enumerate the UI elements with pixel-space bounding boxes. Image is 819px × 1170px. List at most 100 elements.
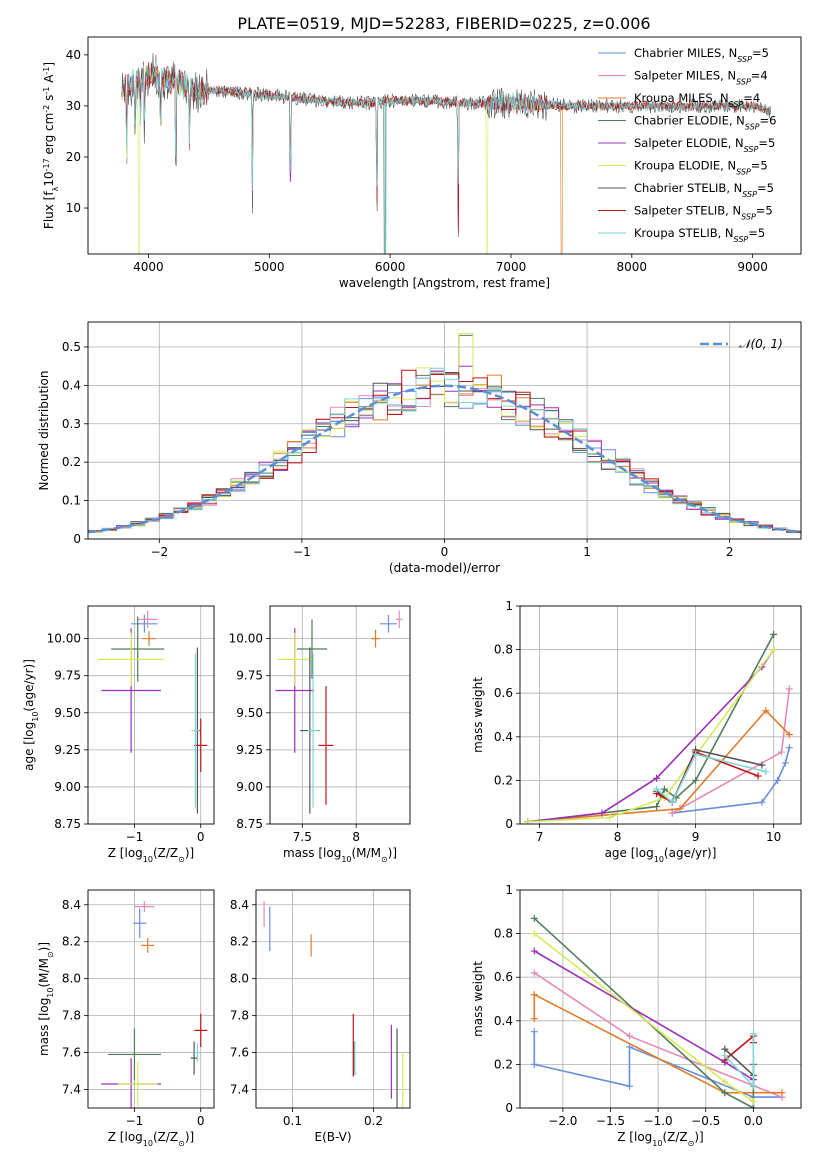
x-tick-label: 9000 — [737, 260, 768, 274]
y-tick-label: 0.2 — [494, 1057, 513, 1071]
y-tick-label: 0.8 — [494, 927, 513, 941]
axes-frame — [87, 889, 215, 1109]
x-tick-label: −1.0 — [644, 1114, 673, 1128]
series-marker-chabrier_elodie — [749, 1104, 757, 1108]
series-marker-chabrier_elodie — [660, 785, 668, 793]
legend-entry: Kroupa MILES, NSSP=4 — [634, 91, 760, 109]
legend-entry: Kroupa STELIB, NSSP=5 — [634, 226, 765, 244]
x-axis-label: wavelength [Angstrom, rest frame] — [339, 276, 550, 290]
y-axis-label: mass weight — [471, 677, 485, 753]
legend-entry: Salpeter MILES, NSSP=4 — [634, 69, 768, 87]
plot-area — [88, 333, 801, 534]
legend-entry: Salpeter ELODIE, NSSP=5 — [634, 136, 775, 154]
axes-frame — [87, 36, 802, 255]
plot-area — [121, 53, 772, 254]
y-tick-label: 0.6 — [494, 686, 513, 700]
series-line-chabrier_elodie — [533, 917, 755, 1108]
gaussian-curve — [88, 384, 801, 534]
y-tick-label: 9.00 — [54, 780, 81, 794]
x-tick-label: 2 — [726, 545, 734, 559]
y-tick-label: 0 — [73, 532, 81, 546]
y-tick-label: 9.25 — [54, 743, 81, 757]
panel-mass_vs_ebv: 0.1 0.2 7.4 7.6 7.8 8.0 8.2 8.4 E(B-V) — [230, 889, 411, 1144]
y-tick-label: 0.4 — [494, 1014, 513, 1028]
series-marker-kroupa_elodie — [606, 813, 614, 821]
x-tick-label: −1 — [293, 545, 311, 559]
series-line-kroupa_stelib — [724, 1033, 755, 1089]
y-axis-label: age [log10(age/yr)] — [22, 659, 40, 771]
y-tick-label: 9.25 — [236, 743, 263, 757]
series-marker-chabrier_miles — [626, 1043, 634, 1051]
axes-frame — [269, 605, 411, 825]
series-marker-kroupa_stelib — [721, 1052, 729, 1060]
series-marker-kroupa_miles — [785, 731, 793, 739]
y-tick-label: 8.75 — [54, 817, 81, 831]
y-tick-label: 1 — [505, 883, 513, 897]
panel-weight_vs_z: −2.0 −1.5 −1.0 −0.5 0.0 0 0.2 0.4 0.6 0.8 1 Z [log1… — [471, 883, 802, 1148]
y-tick-label: 0.4 — [494, 730, 513, 744]
series-marker-chabrier_miles — [530, 1028, 538, 1036]
x-tick-label: 0.2 — [364, 1114, 383, 1128]
series-marker-salpeter_miles — [530, 969, 538, 977]
series-marker-chabrier_elodie — [770, 630, 778, 638]
panel-age_vs_z: −1 0 8.75 9.00 9.25 9.50 9.75 10.00 Z [log10(Z/Z… — [22, 605, 215, 864]
series-marker-kroupa_stelib — [749, 1082, 757, 1090]
series-line-kroupa_stelib — [656, 753, 767, 804]
figure-title: PLATE=0519, MJD=52283, FIBERID=0225, z=0… — [237, 14, 650, 33]
y-tick-label: 7.8 — [62, 1009, 81, 1023]
y-tick-label: 40 — [66, 48, 81, 62]
y-tick-label: 0.1 — [62, 494, 81, 508]
x-tick-label: 8000 — [617, 260, 648, 274]
axes-frame — [87, 605, 215, 825]
panel-mass_vs_z: −1 0 7.4 7.6 7.8 8.0 8.2 8.4 Z [log10(Z/Z⊙)] mass… — [37, 889, 215, 1148]
series-marker-kroupa_stelib — [762, 768, 770, 776]
y-tick-label: 0.3 — [62, 417, 81, 431]
grid-lines — [256, 890, 410, 1108]
series-marker-chabrier_miles — [530, 1060, 538, 1068]
series-marker-chabrier_stelib — [721, 1045, 729, 1053]
y-tick-label: 0 — [505, 1101, 513, 1115]
series-marker-kroupa_miles — [778, 1089, 786, 1097]
series-marker-chabrier_stelib — [758, 761, 766, 769]
plot-area — [101, 901, 208, 1108]
series-marker-chabrier_miles — [785, 744, 793, 752]
y-tick-label: 20 — [66, 150, 81, 164]
series-marker-kroupa_stelib — [668, 798, 676, 806]
x-tick-label: −1.5 — [596, 1114, 625, 1128]
x-tick-label: 7.5 — [293, 830, 312, 844]
y-tick-label: 0.8 — [494, 643, 513, 657]
series-marker-kroupa_elodie — [524, 818, 532, 824]
x-tick-label: 7 — [536, 830, 544, 844]
y-tick-label: 8.0 — [230, 972, 249, 986]
panel-age_vs_mass: 7.5 8 8.75 9.00 9.25 9.50 9.75 10.00 mass [log10… — [229, 605, 411, 864]
y-tick-label: 10.00 — [229, 632, 263, 646]
x-tick-label: 0 — [197, 830, 205, 844]
grid-lines — [520, 889, 801, 1109]
y-tick-label: 0.2 — [494, 773, 513, 787]
x-tick-label: 9 — [692, 830, 700, 844]
series-marker-kroupa_miles — [530, 991, 538, 999]
series-marker-kroupa_stelib — [692, 750, 700, 758]
y-tick-label: 0.4 — [62, 378, 81, 392]
series-marker-kroupa_elodie — [770, 646, 778, 654]
histogram-kroupa_elodie — [88, 333, 801, 533]
y-tick-label: 0.2 — [62, 455, 81, 469]
y-tick-label: 8.4 — [62, 898, 81, 912]
axes-frame — [87, 321, 802, 540]
x-tick-label: 1 — [583, 545, 591, 559]
series-marker-kroupa_miles — [762, 707, 770, 715]
y-tick-label: 10.00 — [47, 632, 81, 646]
panels: 4000 5000 6000 7000 8000 900010203040waveleng… — [22, 36, 802, 1148]
x-tick-label: 6000 — [375, 260, 406, 274]
y-tick-label: 8.4 — [230, 898, 249, 912]
y-axis-label: Normed distribution — [37, 371, 51, 491]
axes-frame — [519, 605, 802, 825]
series-marker-salpeter_elodie — [653, 774, 661, 782]
plot-area — [263, 901, 404, 1108]
legend-entry: Salpeter STELIB, NSSP=5 — [634, 204, 773, 222]
y-tick-label: 7.8 — [230, 1009, 249, 1023]
x-tick-label: −1 — [126, 830, 144, 844]
series-marker-salpeter_miles — [777, 748, 785, 756]
series-marker-kroupa_miles — [530, 1015, 538, 1023]
